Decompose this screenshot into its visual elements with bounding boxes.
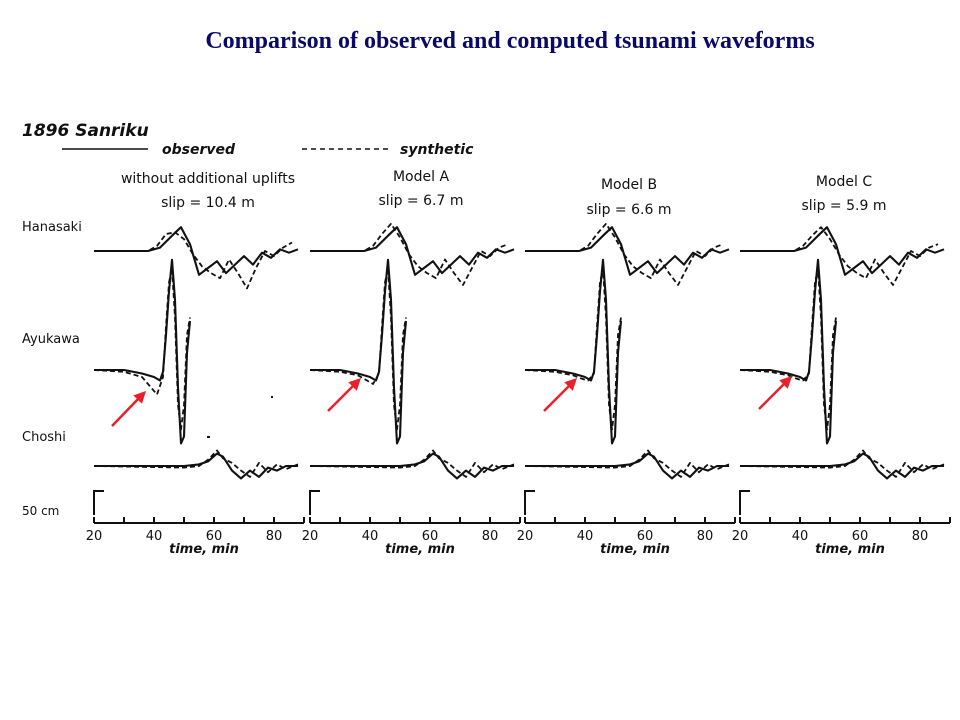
scan-speck bbox=[271, 396, 273, 398]
trace-ayukawa-synthetic-panel-1 bbox=[309, 267, 407, 431]
tick-label: 20 bbox=[302, 529, 319, 544]
tick-label: 20 bbox=[86, 529, 103, 544]
red-arrow-head bbox=[133, 391, 146, 404]
trace-choshi-observed-panel-3 bbox=[740, 452, 944, 480]
tick-label: 20 bbox=[732, 529, 749, 544]
tick-label: 60 bbox=[206, 529, 223, 544]
trace-hanasaki-synthetic-panel-3 bbox=[740, 226, 939, 286]
trace-choshi-synthetic-panel-2 bbox=[524, 449, 730, 478]
station-label-choshi: Choshi bbox=[22, 430, 66, 445]
trace-hanasaki-observed-panel-0 bbox=[94, 226, 299, 276]
trace-hanasaki-synthetic-panel-0 bbox=[94, 231, 293, 290]
tick-label: 40 bbox=[146, 529, 163, 544]
scan-speck bbox=[207, 436, 210, 438]
tick-label: 40 bbox=[577, 529, 594, 544]
x-axis-label: time, min bbox=[385, 542, 455, 557]
trace-hanasaki-observed-panel-1 bbox=[310, 226, 515, 276]
trace-ayukawa-synthetic-panel-3 bbox=[739, 267, 837, 431]
onset-arrows bbox=[111, 376, 792, 427]
panel-heading-1: Model A bbox=[393, 169, 449, 185]
trace-hanasaki-synthetic-panel-1 bbox=[310, 222, 509, 286]
trace-hanasaki-observed-panel-3 bbox=[740, 226, 945, 276]
tick-label: 80 bbox=[697, 529, 714, 544]
tick-label: 40 bbox=[362, 529, 379, 544]
tick-label: 80 bbox=[266, 529, 283, 544]
tick-label: 60 bbox=[422, 529, 439, 544]
trace-choshi-observed-panel-0 bbox=[94, 452, 298, 480]
red-arrow-shaft bbox=[327, 382, 357, 412]
scale-bracket bbox=[309, 490, 320, 515]
red-arrow-shaft bbox=[543, 382, 573, 412]
trace-ayukawa-synthetic-panel-2 bbox=[524, 267, 622, 431]
trace-ayukawa-observed-panel-3 bbox=[740, 258, 838, 445]
scale-bracket bbox=[524, 490, 535, 515]
panel-slip-0: slip = 10.4 m bbox=[161, 195, 255, 211]
tick-label: 80 bbox=[482, 529, 499, 544]
trace-hanasaki-observed-panel-2 bbox=[525, 226, 730, 276]
red-arrow-head bbox=[564, 378, 577, 391]
trace-choshi-observed-panel-1 bbox=[310, 452, 514, 480]
panel-heading-3: Model C bbox=[816, 174, 872, 190]
panel-slip-3: slip = 5.9 m bbox=[802, 198, 887, 214]
trace-ayukawa-synthetic-panel-0 bbox=[93, 267, 191, 431]
scale-bracket bbox=[739, 490, 750, 515]
waveform-traces bbox=[93, 222, 945, 480]
tick-label: 40 bbox=[792, 529, 809, 544]
red-arrow-head bbox=[348, 378, 361, 391]
x-axis-label: time, min bbox=[600, 542, 670, 557]
tick-label: 80 bbox=[912, 529, 929, 544]
red-arrow-head bbox=[779, 376, 792, 389]
trace-ayukawa-observed-panel-2 bbox=[525, 258, 623, 445]
red-arrow-shaft bbox=[111, 395, 142, 427]
panel-slip-2: slip = 6.6 m bbox=[587, 202, 672, 218]
trace-choshi-synthetic-panel-0 bbox=[93, 449, 299, 478]
time-axes: 20 40 60 80 time, min 20 40 60 80 time, min 20 40 60… bbox=[86, 490, 951, 557]
page-title: Comparison of observed and computed tsun… bbox=[205, 28, 815, 54]
trace-choshi-observed-panel-2 bbox=[525, 452, 729, 480]
trace-choshi-synthetic-panel-3 bbox=[739, 449, 945, 478]
panel-slip-1: slip = 6.7 m bbox=[379, 193, 464, 209]
station-label-ayukawa: Ayukawa bbox=[22, 332, 80, 347]
trace-choshi-synthetic-panel-1 bbox=[309, 449, 515, 478]
trace-hanasaki-synthetic-panel-2 bbox=[525, 222, 724, 286]
scale-label: 50 cm bbox=[22, 504, 59, 518]
x-axis-label: time, min bbox=[815, 542, 885, 557]
legend-synthetic-label: synthetic bbox=[400, 142, 474, 158]
tick-label: 20 bbox=[517, 529, 534, 544]
tick-label: 60 bbox=[852, 529, 869, 544]
event-label: 1896 Sanriku bbox=[22, 121, 149, 141]
x-axis-label: time, min bbox=[169, 542, 239, 557]
station-label-hanasaki: Hanasaki bbox=[22, 220, 82, 235]
tick-label: 60 bbox=[637, 529, 654, 544]
scale-bracket bbox=[93, 490, 104, 515]
panel-heading-0: without additional uplifts bbox=[121, 171, 295, 187]
red-arrow-shaft bbox=[758, 380, 788, 410]
legend-observed-label: observed bbox=[162, 142, 236, 158]
panel-heading-2: Model B bbox=[601, 177, 657, 193]
